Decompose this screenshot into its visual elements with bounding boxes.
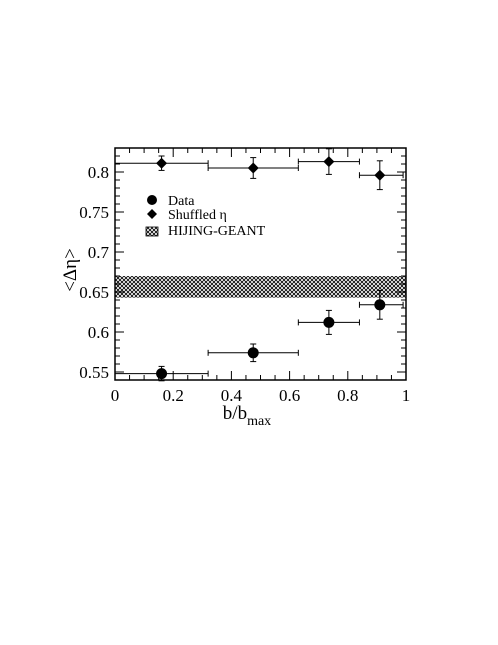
data-point — [156, 368, 168, 380]
legend-label-data: Data — [168, 194, 195, 209]
shuffled-point — [247, 162, 259, 174]
x-axis-label-subscript: max — [247, 414, 271, 429]
axes: 0 0.2 0.4 0.6 0.8 1 0.55 0.6 0.65 0.7 0.75 0.8 — [79, 147, 411, 405]
x-tick-label: 0.2 — [163, 386, 184, 405]
hijing-geant-band — [115, 276, 406, 298]
legend: Data Shuffled η HIJING-GEANT — [145, 194, 266, 239]
plot-frame — [114, 147, 407, 381]
legend-marker-shuffled — [147, 209, 157, 219]
data-point — [247, 347, 259, 359]
y-tick-label: 0.6 — [88, 323, 109, 342]
data-layer — [114, 148, 404, 382]
x-tick-label: 1 — [402, 386, 411, 405]
legend-marker-band — [145, 226, 159, 237]
y-tick-label: 0.55 — [79, 363, 109, 382]
legend-label-shuffled: Shuffled η — [168, 208, 227, 223]
data-point — [323, 316, 335, 328]
y-tick-label: 0.7 — [88, 243, 110, 262]
x-axis-label: b/bmax — [223, 403, 271, 429]
legend-marker-data — [147, 195, 157, 205]
shuffled-point — [374, 169, 386, 181]
shuffled-point — [156, 157, 168, 169]
data-point — [374, 299, 386, 311]
y-tick-label: 0.8 — [88, 163, 109, 182]
y-tick-label: 0.65 — [79, 283, 109, 302]
hijing-geant-band-layer — [115, 276, 406, 298]
legend-label-band: HIJING-GEANT — [168, 224, 266, 239]
x-tick-label: 0.8 — [337, 386, 358, 405]
shuffled-point — [323, 156, 335, 168]
x-tick-label: 0.6 — [279, 386, 300, 405]
x-tick-label: 0 — [111, 386, 120, 405]
y-axis-label: <Δη> — [60, 248, 81, 292]
x-tick-label: 0.4 — [221, 386, 243, 405]
y-tick-label: 0.75 — [79, 203, 109, 222]
